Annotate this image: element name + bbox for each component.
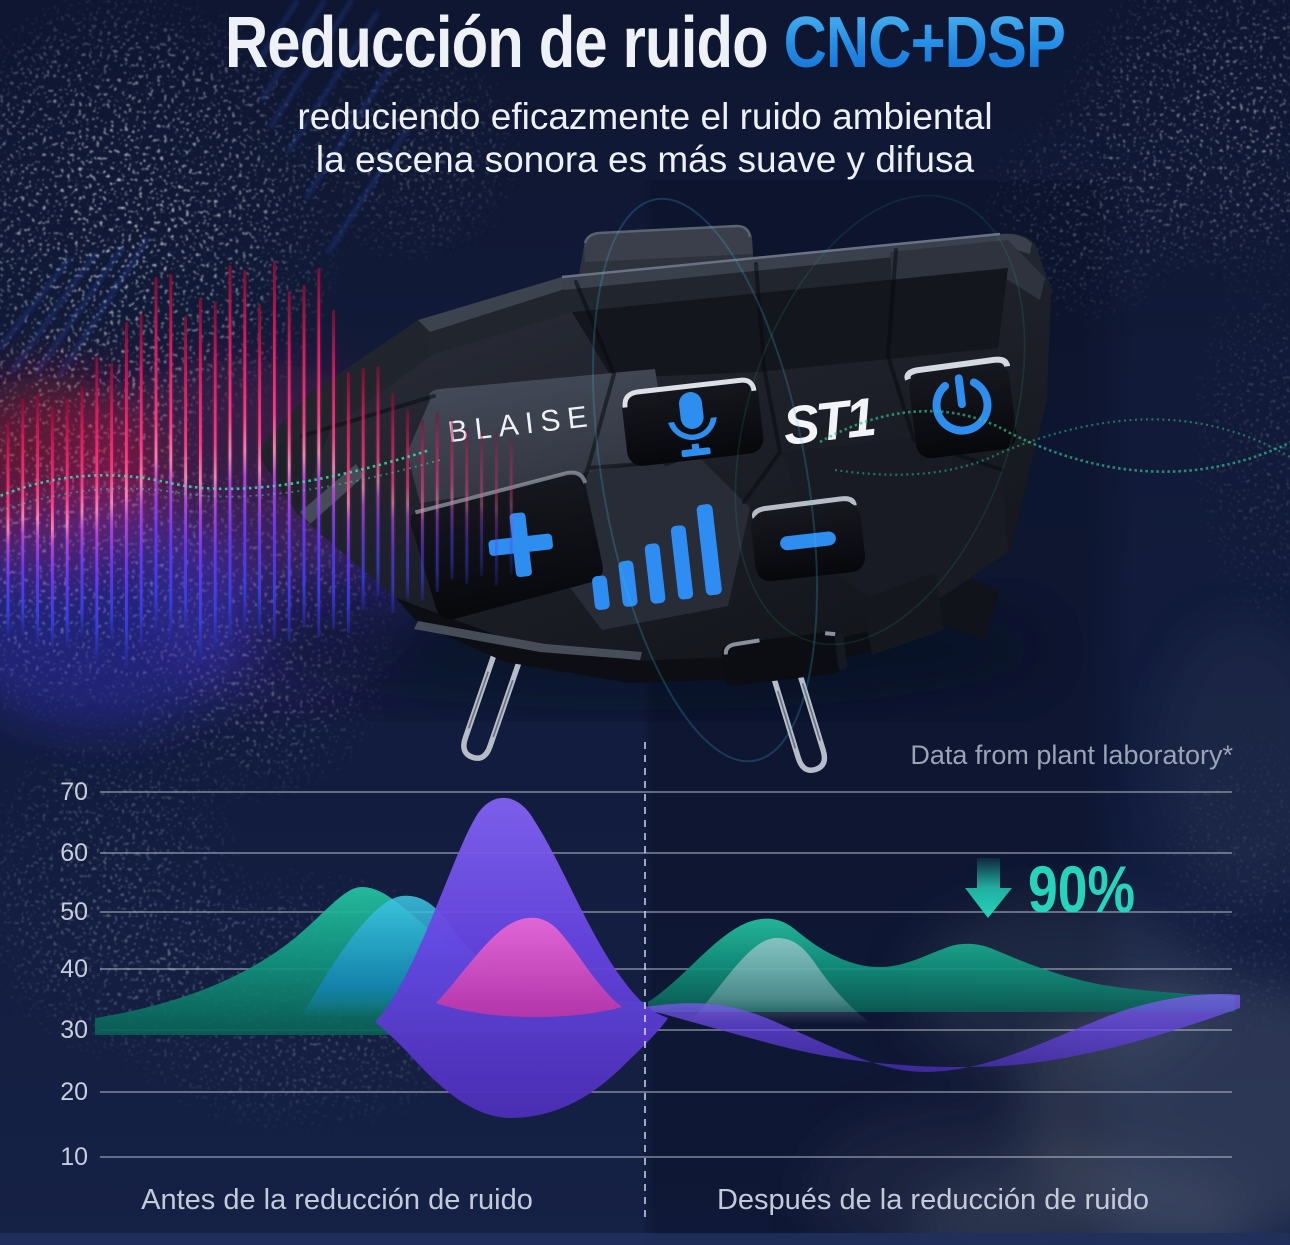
svg-text:ST1: ST1 (780, 387, 877, 457)
